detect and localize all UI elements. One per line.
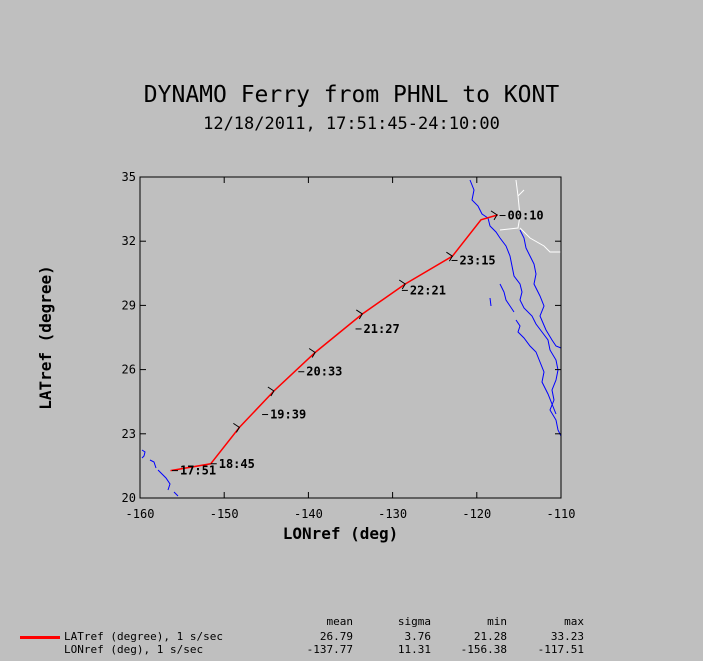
time-label-1: 18:45 [219, 457, 255, 471]
coastline-bay [499, 283, 515, 313]
stats-row-label: LONref (deg), 1 s/sec [64, 643, 204, 656]
island-hawaii-3 [157, 469, 171, 491]
series-line-0 [170, 214, 499, 472]
stats-row-lon: LONref (deg), 1 s/sec -137.77 11.31 -156… [0, 643, 703, 657]
time-label-7: 00:10 [508, 209, 544, 223]
stats-cell: 21.28 [473, 630, 507, 643]
island-small [489, 297, 492, 307]
direction-arrow-0 [233, 422, 241, 433]
chart-title: DYNAMO Ferry from PHNL to KONT [143, 82, 560, 108]
y-tick-label-3: 29 [122, 298, 136, 312]
stats-cell: 3.76 [404, 630, 432, 643]
series-layer: 17:51 18:45 19:39 20:33 21:27 22:21 23:15 00:10 [170, 209, 544, 478]
y-axis-label: LATref (degree) [36, 265, 55, 410]
time-label-6: 23:15 [460, 253, 496, 267]
y-tick-label-2: 26 [122, 363, 136, 377]
direction-arrow-3 [356, 309, 363, 320]
stats-cell: -156.38 [460, 643, 507, 656]
time-label-2: 19:39 [270, 408, 306, 422]
y-tick-label-1: 23 [122, 427, 136, 441]
x-axis-label: LONref (deg) [283, 524, 399, 543]
direction-arrow-1 [267, 386, 275, 397]
stats-cell: -117.51 [537, 643, 584, 656]
island-hawaii-4 [173, 491, 179, 497]
stats-cell: 26.79 [319, 630, 353, 643]
time-label-0: 17:51 [180, 464, 216, 478]
x-tick-label-1: -150 [210, 507, 239, 521]
y-tick-label-5: 35 [122, 170, 136, 184]
stats-header-mean: mean [326, 615, 354, 628]
direction-arrow-4 [398, 279, 406, 290]
plot-frame [139, 176, 562, 499]
legend-swatch-red [20, 636, 60, 639]
axes-layer: -160 -150 -140 -130 -120 -110 20 23 26 29 32 35 LONr… [36, 170, 575, 543]
coastline-central [515, 319, 557, 415]
chart-subtitle: 12/18/2011, 17:51:45-24:10:00 [203, 114, 500, 134]
direction-arrow-6 [490, 210, 498, 221]
stats-cell: 11.31 [397, 643, 431, 656]
y-tick-label-0: 20 [122, 491, 136, 505]
direction-arrow-2 [308, 348, 316, 358]
time-label-3: 20:33 [306, 365, 342, 379]
x-tick-label-2: -140 [294, 507, 323, 521]
x-tick-label-3: -130 [378, 507, 407, 521]
border-state-3 [517, 189, 525, 197]
x-tick-label-4: -120 [462, 507, 491, 521]
stats-header-sigma: sigma [397, 615, 431, 628]
stats-row-lat: LATref (degree), 1 s/sec 26.79 3.76 21.2… [0, 630, 703, 644]
coastline-inland [519, 229, 562, 349]
stats-cell: 33.23 [550, 630, 584, 643]
stats-header-max: max [564, 615, 584, 628]
y-tick-label-4: 32 [122, 234, 136, 248]
border-state-1 [499, 179, 521, 231]
direction-arrow-5 [446, 251, 454, 262]
island-hawaii-1 [141, 449, 146, 459]
border-state-2 [519, 227, 561, 253]
stats-header-min: min [487, 615, 507, 628]
stats-cell: -137.77 [306, 643, 353, 656]
map-layer [141, 179, 562, 497]
time-label-5: 22:21 [410, 283, 446, 297]
stats-row-label: LATref (degree), 1 s/sec [64, 630, 223, 643]
x-tick-label-5: -110 [547, 507, 576, 521]
x-tick-label-0: -160 [126, 507, 155, 521]
stats-header-row: mean sigma min max [0, 615, 703, 629]
island-hawaii-2 [149, 459, 157, 469]
time-label-4: 21:27 [364, 322, 400, 336]
